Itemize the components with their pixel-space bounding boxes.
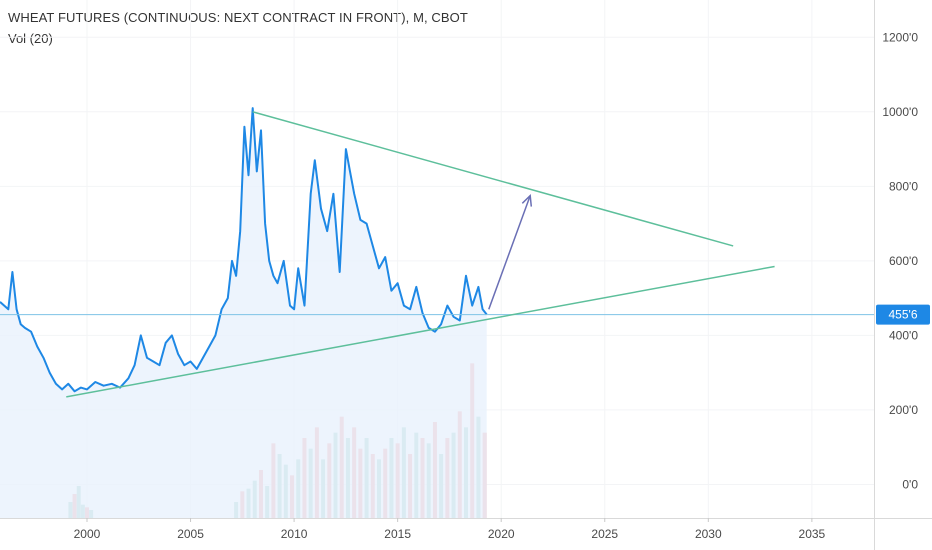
y-tick-label: 800'0 <box>889 179 918 193</box>
x-tick-label: 2005 <box>177 527 204 541</box>
projection-arrow-head <box>521 194 533 207</box>
y-tick-label: 400'0 <box>889 328 918 342</box>
x-tick-label: 2025 <box>591 527 618 541</box>
y-tick-label: 0'0 <box>902 477 918 491</box>
x-tick-label: 2010 <box>281 527 308 541</box>
y-tick-label: 1200'0 <box>882 30 918 44</box>
x-tick-label: 2020 <box>488 527 515 541</box>
x-tick-label: 2015 <box>384 527 411 541</box>
upper-trendline <box>252 111 734 247</box>
current-price-badge <box>876 304 930 325</box>
volume-indicator-label: Vol (20) <box>8 31 53 46</box>
projection-arrow <box>488 195 531 310</box>
price-line <box>0 107 488 393</box>
y-tick-label: 200'0 <box>889 403 918 417</box>
y-tick-label: 600'0 <box>889 254 918 268</box>
x-tick-label: 2000 <box>74 527 101 541</box>
price-area <box>0 108 487 518</box>
x-tick-label: 2030 <box>695 527 722 541</box>
current-price-label: 455'6 <box>889 308 918 322</box>
x-tick-label: 2035 <box>799 527 826 541</box>
y-tick-label: 1000'0 <box>882 105 918 119</box>
chart-title: WHEAT FUTURES (CONTINUOUS: NEXT CONTRACT… <box>8 10 468 25</box>
lower-trendline <box>66 265 775 398</box>
